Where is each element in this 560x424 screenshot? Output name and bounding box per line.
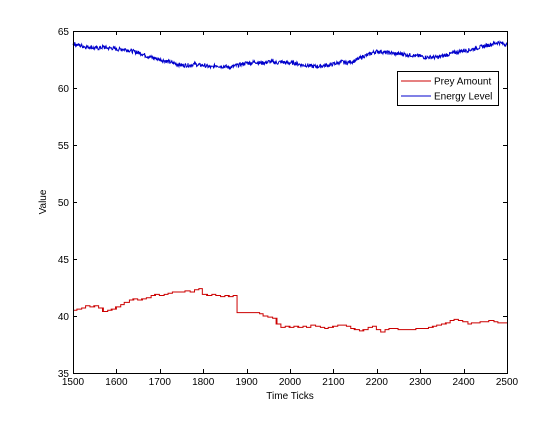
y-axis-label: Value bbox=[38, 189, 49, 214]
x-axis-ticks: 1500 1600 1700 1800 1900 2000 2100 2200 2300 2400… bbox=[62, 31, 519, 388]
x-tick-label: 2500 bbox=[496, 377, 519, 388]
legend-label-prey-amount: Prey Amount bbox=[434, 77, 491, 88]
series-layer bbox=[72, 40, 508, 333]
series-line-energy-level bbox=[72, 40, 508, 70]
x-tick-label: 1500 bbox=[62, 377, 85, 388]
legend-box bbox=[397, 71, 499, 106]
x-tick-label: 1900 bbox=[235, 377, 258, 388]
legend: Prey Amount Energy Level bbox=[397, 71, 499, 106]
x-tick-label: 1800 bbox=[192, 377, 215, 388]
x-tick-label: 2400 bbox=[452, 377, 475, 388]
y-tick-label: 50 bbox=[58, 198, 70, 209]
y-tick-label: 35 bbox=[58, 369, 70, 380]
series-line-prey-amount bbox=[73, 288, 507, 333]
x-axis-label: Time Ticks bbox=[266, 391, 313, 402]
y-tick-label: 45 bbox=[58, 255, 70, 266]
x-tick-label: 2100 bbox=[322, 377, 345, 388]
x-tick-label: 2000 bbox=[279, 377, 302, 388]
y-tick-label: 40 bbox=[58, 312, 70, 323]
y-axis-ticks: 35 40 45 50 55 60 65 bbox=[58, 27, 507, 380]
x-tick-label: 1600 bbox=[105, 377, 128, 388]
y-tick-label: 65 bbox=[58, 27, 70, 38]
y-tick-label: 60 bbox=[58, 84, 70, 95]
x-tick-label: 2200 bbox=[366, 377, 389, 388]
x-tick-label: 2300 bbox=[409, 377, 432, 388]
legend-label-energy-level: Energy Level bbox=[434, 92, 492, 103]
y-tick-label: 55 bbox=[58, 141, 70, 152]
x-tick-label: 1700 bbox=[149, 377, 172, 388]
